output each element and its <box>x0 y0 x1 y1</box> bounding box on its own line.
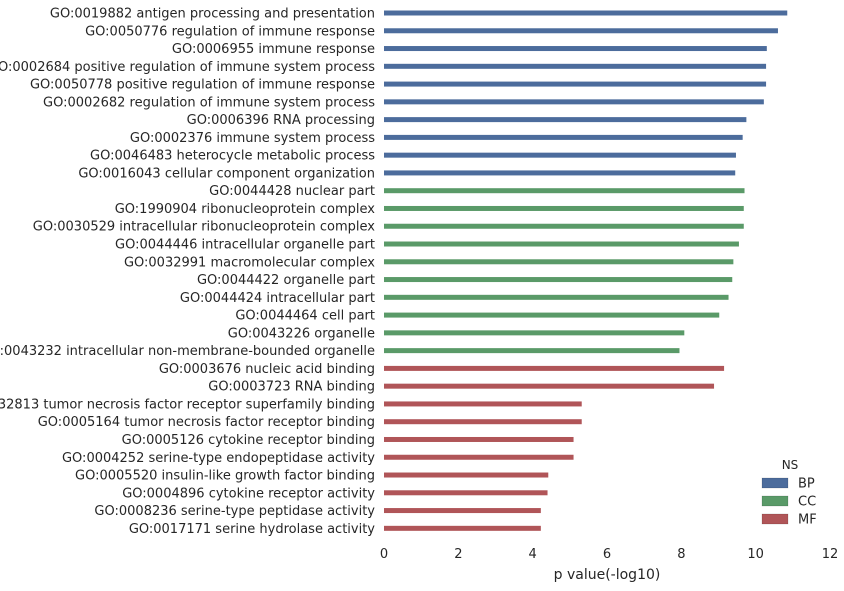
y-tick-label: GO:0046483 heterocycle metabolic process <box>90 149 375 164</box>
y-tick-label: GO:0050778 positive regulation of immune… <box>30 78 375 93</box>
y-tick-label: GO:1990904 ribonucleoprotein complex <box>115 202 376 217</box>
legend-swatch-cc <box>761 495 789 507</box>
y-tick-label: GO:0002682 regulation of immune system p… <box>43 95 375 110</box>
y-tick-label: GO:0005126 cytokine receptor binding <box>122 433 375 448</box>
y-tick-label: GO:0032813 tumor necrosis factor recepto… <box>0 397 375 412</box>
bar-bp <box>384 170 736 176</box>
bar-cc <box>384 188 745 194</box>
legend: NS BP CC MF <box>761 458 817 528</box>
bar-bp <box>384 46 767 52</box>
x-tick-label: 0 <box>380 547 388 562</box>
legend-title: NS <box>782 458 799 472</box>
bar-mf <box>384 472 549 478</box>
bars-layer <box>384 10 788 531</box>
bar-cc <box>384 241 739 247</box>
y-tick-label: GO:0044464 cell part <box>235 309 375 324</box>
legend-label-cc: CC <box>798 495 816 510</box>
bar-bp <box>384 28 778 34</box>
y-tick-label: GO:0004252 serine-type endopeptidase act… <box>62 451 375 466</box>
x-tick-label: 8 <box>677 547 685 562</box>
y-tick-label: GO:0016043 cellular component organizati… <box>78 166 375 181</box>
bar-mf <box>384 401 582 407</box>
bar-cc <box>384 294 729 300</box>
y-tick-label: GO:0006955 immune response <box>172 42 375 57</box>
x-tick-label: 12 <box>822 547 839 562</box>
bar-mf <box>384 508 541 514</box>
bar-cc <box>384 205 744 211</box>
legend-swatch-bp <box>761 477 789 489</box>
y-tick-label: GO:0002376 immune system process <box>130 131 375 146</box>
y-tick-label: GO:0050776 regulation of immune response <box>85 24 375 39</box>
x-tick-label: 6 <box>603 547 611 562</box>
bar-bp <box>384 99 764 105</box>
bar-bp <box>384 134 743 140</box>
y-tick-label: GO:0044428 nuclear part <box>209 184 375 199</box>
y-tick-label: GO:0044446 intracellular organelle part <box>115 238 375 253</box>
y-tick-label: GO:0006396 RNA processing <box>187 113 375 128</box>
bar-bp <box>384 152 736 158</box>
legend-swatch-mf <box>761 513 789 525</box>
y-tick-label: GO:0030529 intracellular ribonucleoprote… <box>33 220 376 235</box>
bar-cc <box>384 259 734 265</box>
bar-mf <box>384 365 725 371</box>
bar-mf <box>384 490 548 496</box>
y-tick-label: GO:0032991 macromolecular complex <box>124 255 375 270</box>
bar-bp <box>384 117 747 123</box>
x-tick-labels: 0 2 4 6 8 10 12 <box>380 547 838 562</box>
y-tick-label: GO:0005520 insulin-like growth factor bi… <box>75 469 375 484</box>
bar-cc <box>384 330 685 336</box>
y-tick-label: GO:0043226 organelle <box>228 326 375 341</box>
y-tick-label: GO:0003676 nucleic acid binding <box>159 362 375 377</box>
y-tick-label: GO:0004896 cytokine receptor activity <box>122 486 375 501</box>
legend-label-mf: MF <box>798 513 817 528</box>
y-tick-label: GO:0044424 intracellular part <box>180 291 375 306</box>
y-tick-label: GO:0019882 antigen processing and presen… <box>50 7 375 22</box>
legend-label-bp: BP <box>798 477 815 492</box>
bar-cc <box>384 223 744 229</box>
y-tick-label: GO:0005164 tumor necrosis factor recepto… <box>38 415 375 430</box>
bar-mf <box>384 436 574 442</box>
y-tick-label: GO:0008236 serine-type peptidase activit… <box>94 504 375 519</box>
y-tick-label: GO:0017171 serine hydrolase activity <box>129 522 375 537</box>
y-tick-label: GO:0043232 intracellular non-membrane-bo… <box>0 344 375 359</box>
bar-cc <box>384 348 680 354</box>
bar-cc <box>384 277 733 283</box>
x-tick-label: 4 <box>529 547 537 562</box>
bar-bp <box>384 63 767 69</box>
bar-mf <box>384 419 582 425</box>
bar-mf <box>384 525 541 531</box>
bar-cc <box>384 312 720 318</box>
x-axis-label: p value(-log10) <box>554 567 661 583</box>
x-tick-label: 2 <box>454 547 462 562</box>
x-tick-label: 10 <box>747 547 764 562</box>
bar-bp <box>384 10 788 16</box>
y-tick-label: GO:0003723 RNA binding <box>208 380 375 395</box>
y-tick-labels: GO:0019882 antigen processing and presen… <box>0 7 375 537</box>
y-tick-label: GO:0002684 positive regulation of immune… <box>0 60 375 75</box>
bar-mf <box>384 383 715 389</box>
y-tick-label: GO:0044422 organelle part <box>197 273 375 288</box>
bar-bp <box>384 81 767 87</box>
bar-mf <box>384 454 574 460</box>
